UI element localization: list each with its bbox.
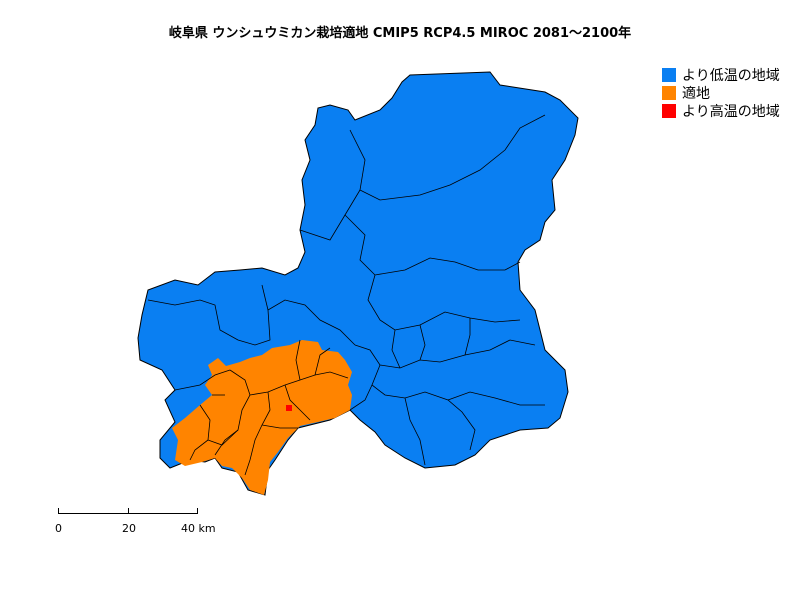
legend-label-suitable: 適地 [682,86,710,102]
legend-label-cooler: より低温の地域 [682,68,780,84]
scale-bar-tick-0 [58,508,59,514]
scale-bar: 0 20 40 km [55,505,225,545]
scale-bar-tick-20 [128,508,129,514]
scale-bar-label-40: 40 km [181,522,216,535]
map-title: 岐阜県 ウンシュウミカン栽培適地 CMIP5 RCP4.5 MIROC 2081… [168,26,632,41]
legend-item-cooler: より低温の地域 [662,66,780,84]
legend-swatch-suitable [662,86,676,100]
scale-bar-label-20: 20 [122,522,136,535]
municipal-boundaries [147,114,546,476]
legend-item-suitable: 適地 [662,84,780,102]
legend-swatch-warmer [662,104,676,118]
legend: より低温の地域 適地 より高温の地域 [662,66,780,120]
suitable-area-region [172,340,352,495]
legend-swatch-cooler [662,68,676,82]
warmer-area-patch [286,405,292,411]
scale-bar-label-0: 0 [55,522,62,535]
scale-bar-tick-40 [197,508,198,514]
legend-item-warmer: より高温の地域 [662,102,780,120]
legend-label-warmer: より高温の地域 [682,104,780,120]
